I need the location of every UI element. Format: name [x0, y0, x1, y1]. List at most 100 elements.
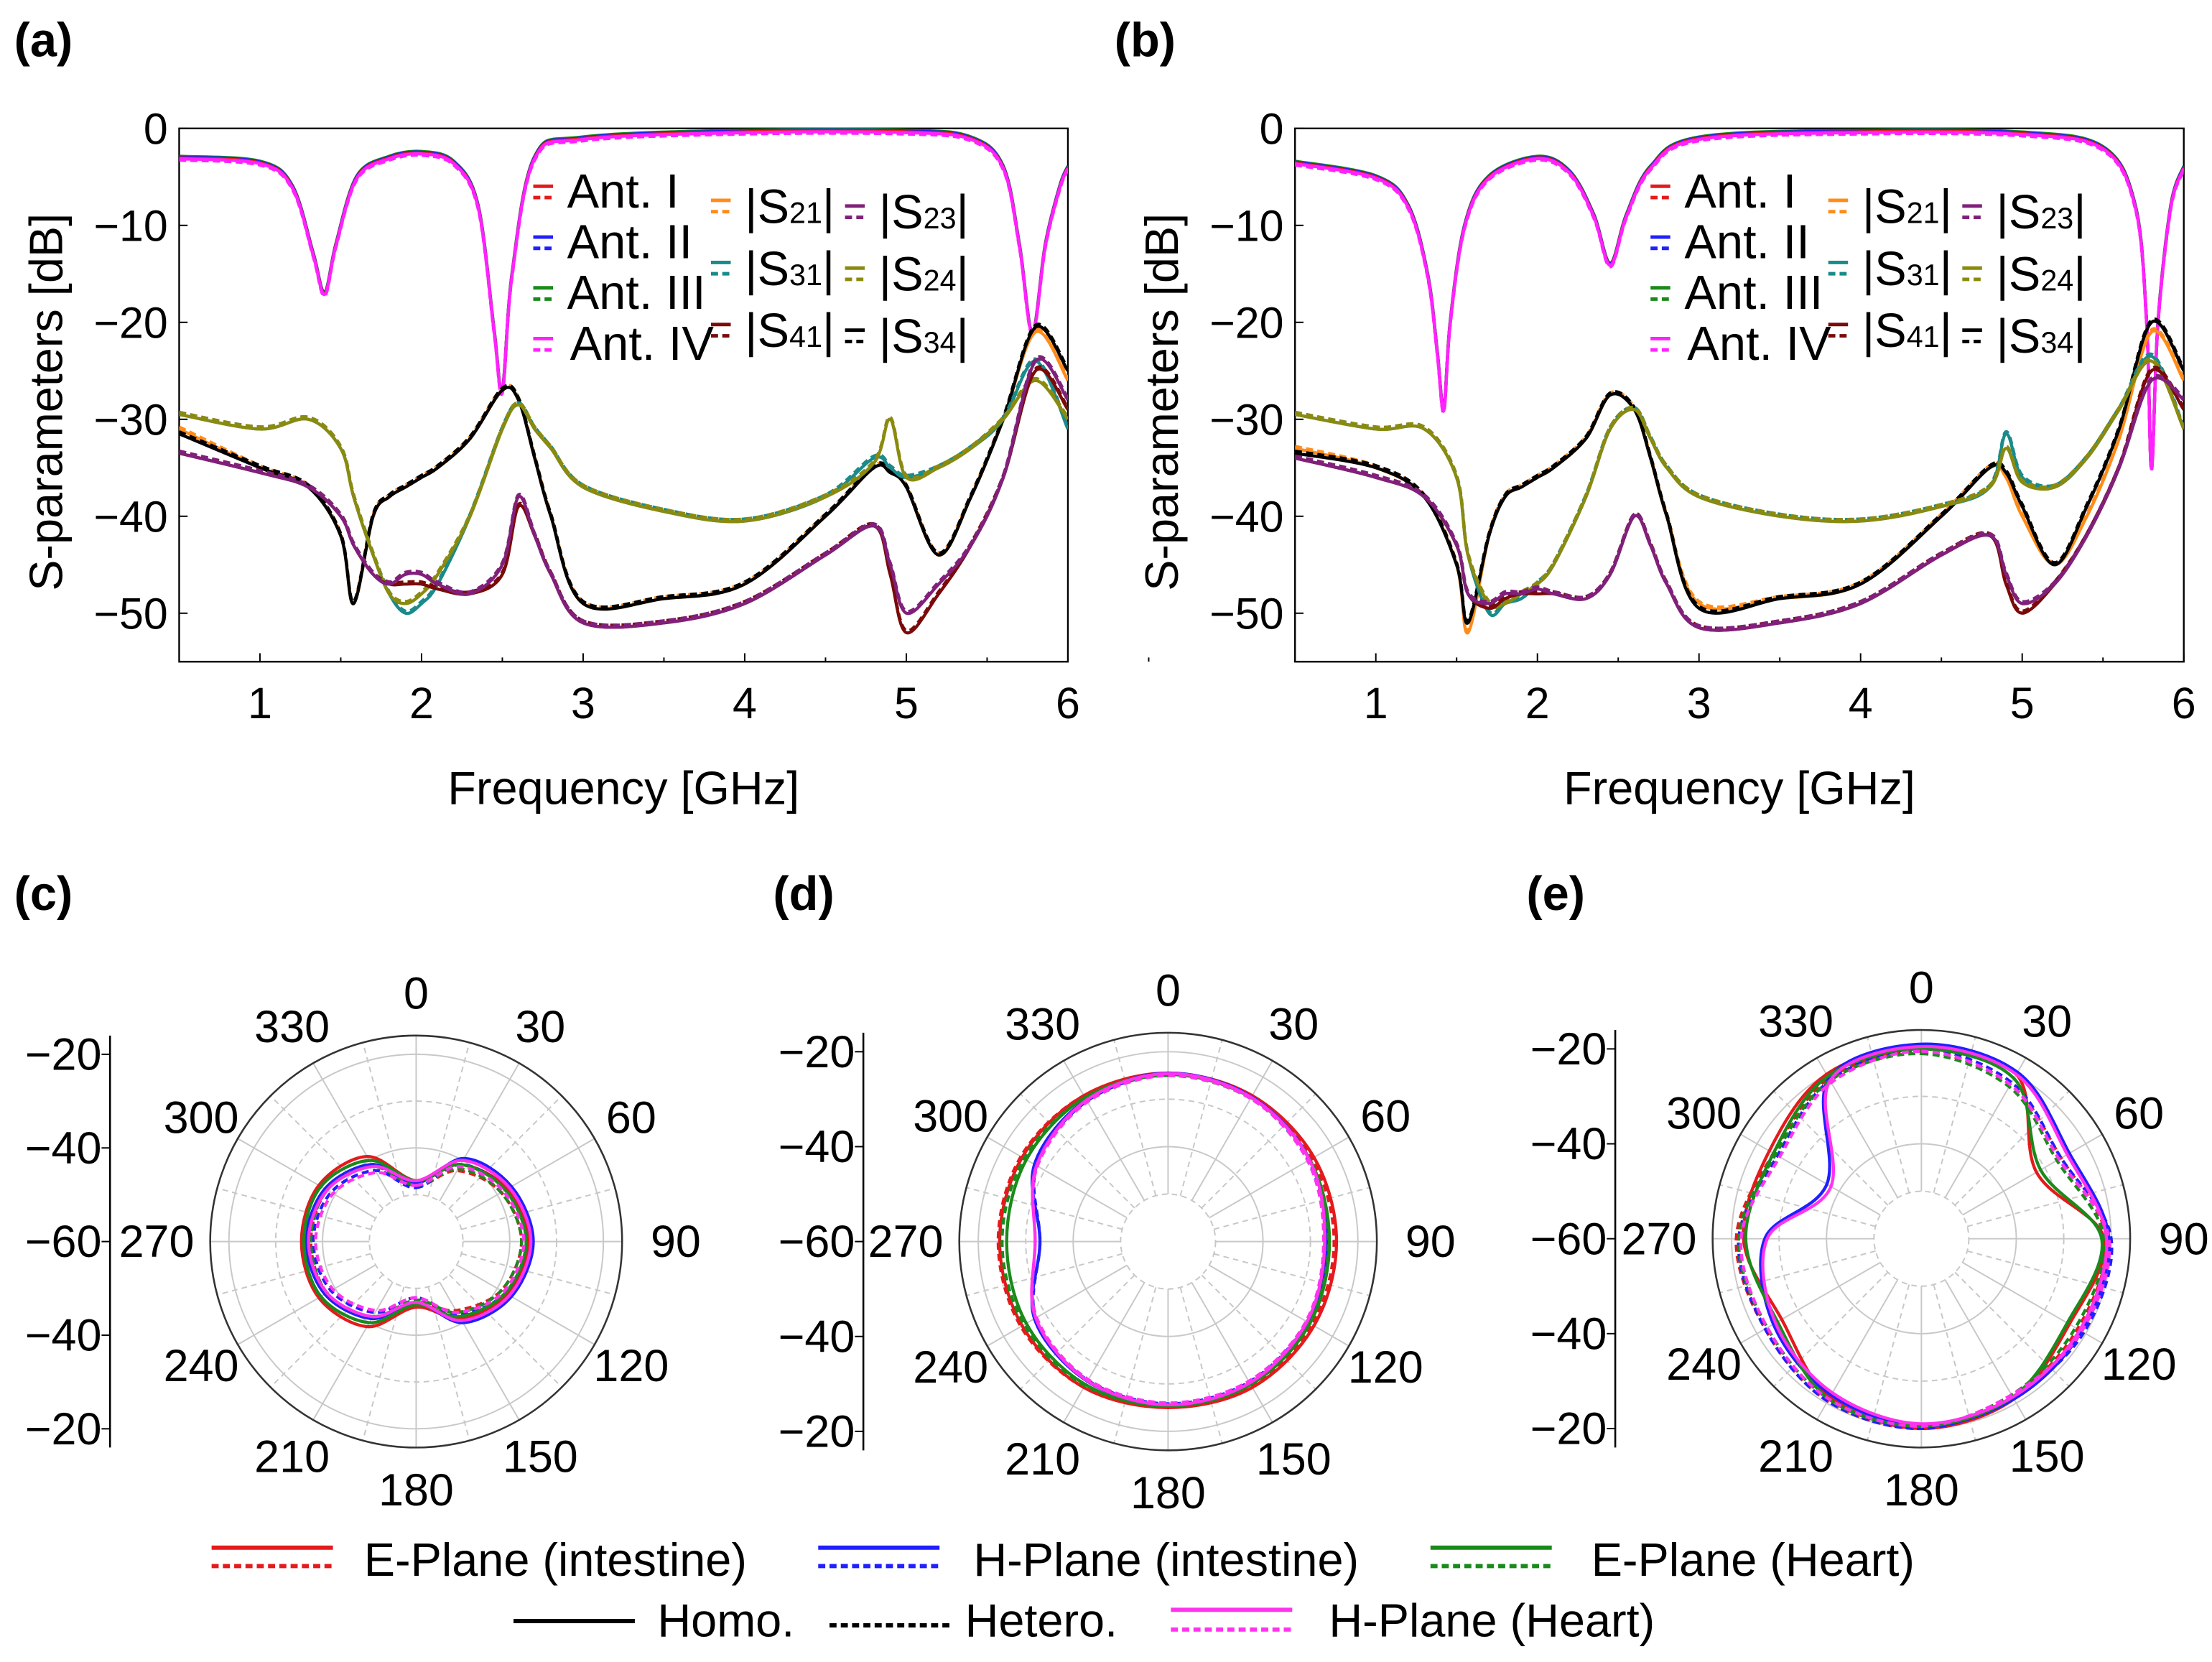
legend-e-heart: E-Plane (Heart) [1430, 1533, 1915, 1586]
grid-spoke [1954, 1271, 2070, 1387]
legend-ant-3: Ant. III [567, 266, 706, 320]
legend-subscript: 34 [2040, 326, 2073, 359]
legend-text: | [822, 305, 835, 358]
grid-spoke [427, 1042, 470, 1197]
grid-spoke [1740, 1133, 1881, 1216]
legend-label-s31: |S31| [745, 243, 835, 296]
legend-ant-3: Ant. III [1684, 266, 1823, 320]
y-tick-label: −50 [1209, 589, 1283, 638]
polar-series-h_int-homo [1759, 1042, 2111, 1428]
x-tick-label: 6 [2172, 679, 2196, 728]
y-axis-label: S-parameters [dB] [1135, 213, 1188, 591]
radial-tick-label: −40 [1530, 1119, 1607, 1169]
grid-spoke [987, 1264, 1128, 1347]
legend-label-s23: |S23| [1996, 186, 2086, 239]
legend-text: |S [879, 249, 924, 302]
angle-label: 0 [1156, 966, 1181, 1016]
series-line-s24-dashed [179, 376, 1068, 603]
grid-spoke [362, 1286, 405, 1441]
angle-label: 0 [1909, 963, 1934, 1013]
x-tick-label: 2 [409, 679, 434, 728]
angle-label: 60 [606, 1092, 656, 1143]
angle-label: 180 [378, 1465, 454, 1515]
series-group [1295, 128, 2184, 635]
grid-spoke [1113, 1039, 1157, 1197]
grid-spoke [1867, 1036, 1910, 1194]
grid-spoke [1191, 1060, 1273, 1201]
outer-ring [958, 1031, 1378, 1452]
legend: Ant. I Ant. II Ant. III Ant. IV |S21||S3… [533, 165, 969, 371]
legend-homo: Homo. [514, 1594, 794, 1647]
radial-tick-label: −40 [779, 1312, 855, 1362]
grid-spoke [237, 1264, 376, 1345]
series-line-s34-dashed [1295, 317, 2184, 623]
y-tick-label: −30 [93, 395, 167, 444]
angle-label: 120 [593, 1341, 669, 1391]
angle-label: 90 [1405, 1217, 1456, 1267]
radial-tick-label: −20 [25, 1030, 102, 1080]
grid-spoke [1962, 1133, 2103, 1216]
legend-text: | [2073, 186, 2086, 239]
grid-spoke [217, 1187, 371, 1230]
angle-label: 210 [1005, 1434, 1080, 1485]
angle-label: 60 [1360, 1091, 1411, 1141]
polar-series-e_int-homo [1742, 1044, 2106, 1431]
polar-series-e_heart-hetero [309, 1164, 524, 1319]
legend-label: H-Plane (intestine) [973, 1533, 1359, 1586]
x-tick-label: 2 [1525, 679, 1550, 728]
outer-ring [209, 1034, 623, 1449]
legend-label-s41: |S41| [745, 305, 835, 358]
y-tick-label: −10 [93, 201, 167, 250]
angle-label: 300 [164, 1092, 239, 1143]
series-line-s34-dashed [179, 322, 1068, 609]
angle-label: 60 [2114, 1088, 2164, 1138]
polar-series-e_int-homo [299, 1154, 530, 1329]
grid-ring [1120, 1193, 1217, 1290]
grid-spoke [1063, 1282, 1146, 1423]
legend-subscript: 21 [1907, 196, 1940, 229]
series-line-s23-dashed [1295, 374, 2184, 630]
grid-spoke [1933, 1036, 1976, 1194]
legend-ant-2: Ant. II [1684, 216, 1809, 269]
x-tick-label: 1 [1364, 679, 1388, 728]
legend-text: | [1940, 305, 1952, 358]
y-tick-label: −20 [1209, 298, 1283, 347]
angle-label: 210 [254, 1432, 330, 1482]
grid-spoke [1020, 1093, 1135, 1209]
grid-ring [1873, 1190, 1970, 1287]
panel-label-b: (b) [1115, 14, 1176, 68]
panel-label-a: (a) [14, 14, 73, 68]
legend-label-s24: |S24| [879, 249, 969, 302]
angle-label: 270 [119, 1217, 195, 1267]
radial-tick-label: −20 [1530, 1404, 1607, 1454]
legend: Ant. I Ant. II Ant. III Ant. IV |S21||S3… [1650, 165, 2086, 371]
legend-text: | [2073, 310, 2086, 363]
radial-tick-label: −60 [1530, 1214, 1607, 1264]
grid-spoke [1063, 1060, 1146, 1201]
outer-ring [1711, 1029, 2132, 1449]
polar-series-h_heart-homo [1030, 1072, 1326, 1407]
grid-spoke [1213, 1187, 1370, 1230]
y-tick-label: −40 [1209, 492, 1283, 541]
grid-spoke [1113, 1287, 1157, 1444]
chart-a: S-parameters [dB] Frequency [GHz] Ant. I… [19, 104, 1150, 814]
legend-text: |S [879, 186, 924, 239]
angle-label: 30 [2022, 996, 2072, 1046]
legend-label: E-Plane (Heart) [1591, 1533, 1915, 1586]
polar-series-h_heart-homo [307, 1159, 533, 1322]
legend-text: |S [879, 310, 924, 363]
legend-text: |S [1996, 249, 2040, 302]
legend-ant-2: Ant. II [567, 216, 692, 269]
grid-spoke [1867, 1284, 1910, 1441]
radial-tick-label: −20 [779, 1027, 855, 1077]
angle-label: 240 [913, 1342, 988, 1393]
angle-label: 300 [1666, 1088, 1742, 1138]
legend-text: |S [745, 180, 789, 233]
legend-ant-4: Ant. IV [1687, 317, 1831, 371]
series-line-s31-dashed [1295, 352, 2184, 616]
grid-spoke [439, 1062, 520, 1202]
x-tick-label: 4 [733, 679, 757, 728]
legend-text: |S [745, 305, 789, 358]
angle-label: 270 [868, 1217, 944, 1267]
angle-label: 330 [1005, 999, 1080, 1049]
